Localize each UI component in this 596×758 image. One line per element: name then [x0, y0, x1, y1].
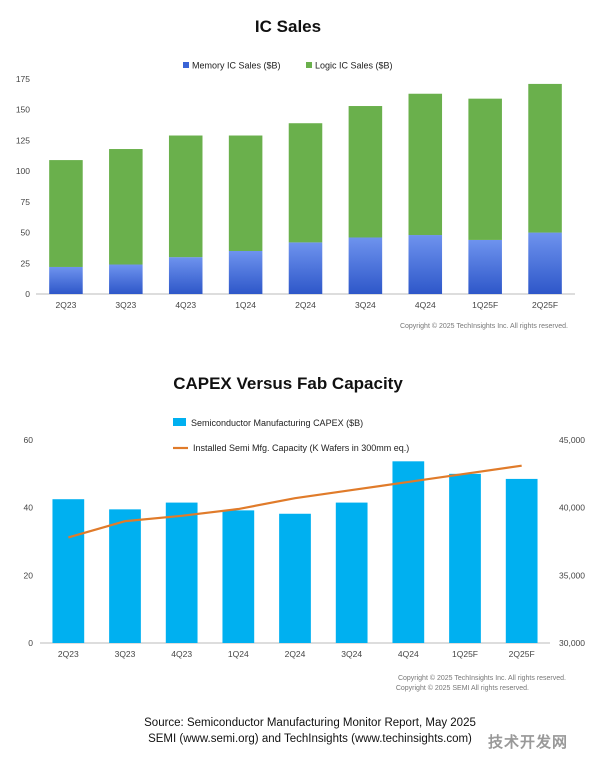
- chart1-x-tick-3Q24: 3Q24: [355, 300, 376, 310]
- chart1-y-tick-150: 150: [16, 105, 30, 115]
- chart1-y-tick-0: 0: [25, 289, 30, 299]
- chart1-bar-memory-4Q23: [168, 257, 203, 294]
- chart1-y-ticks: 0 25 50 75 100 125 150 175: [16, 74, 30, 299]
- chart1-y-tick-75: 75: [21, 197, 31, 207]
- chart2-x-tick-1Q24: 1Q24: [228, 649, 249, 659]
- chart1-bar-memory-2Q24: [288, 242, 323, 294]
- chart2-y-tick-right-45,000: 45,000: [559, 435, 585, 445]
- chart1-y-tick-50: 50: [21, 228, 31, 238]
- chart2-x-tick-2Q23: 2Q23: [58, 649, 79, 659]
- chart1-bars: [49, 83, 562, 294]
- chart1-x-tick-3Q23: 3Q23: [115, 300, 136, 310]
- chart2-title: CAPEX Versus Fab Capacity: [173, 374, 403, 393]
- chart2-x-tick-3Q24: 3Q24: [341, 649, 362, 659]
- chart2-legend-capex: Semiconductor Manufacturing CAPEX ($B): [191, 418, 363, 428]
- chart2-copyright-2: Copyright © 2025 SEMI All rights reserve…: [396, 684, 529, 692]
- chart1-bar-logic-2Q25F: [528, 83, 562, 233]
- chart1-bar-logic-4Q24: [408, 93, 443, 236]
- chart1-legend-logic: Logic IC Sales ($B): [315, 61, 393, 71]
- chart2-bars: [52, 461, 538, 643]
- chart2-y-tick-right-35,000: 35,000: [559, 570, 585, 580]
- chart2-legend-capacity: Installed Semi Mfg. Capacity (K Wafers i…: [193, 443, 409, 453]
- chart2-x-tick-2Q24: 2Q24: [285, 649, 306, 659]
- chart1-x-ticks: 2Q23 3Q23 4Q23 1Q24 2Q24 3Q24 4Q24 1Q25F 2Q25F: [56, 300, 559, 310]
- chart1-bar-memory-1Q25F: [468, 239, 502, 294]
- chart1-x-tick-2Q23: 2Q23: [56, 300, 77, 310]
- chart2-bar-capex-1Q24: [222, 510, 255, 643]
- chart1-x-tick-1Q25F: 1Q25F: [472, 300, 498, 310]
- chart2-y-tick-right-40,000: 40,000: [559, 503, 585, 513]
- source-line-2: SEMI (www.semi.org) and TechInsights (ww…: [148, 733, 472, 745]
- chart1-bar-logic-4Q23: [168, 135, 203, 258]
- chart2-bar-capex-4Q24: [392, 461, 425, 643]
- chart1-y-tick-100: 100: [16, 166, 30, 176]
- chart1-legend-swatch-logic: [306, 62, 312, 68]
- chart2-y-ticks-right: 30,000 35,000 40,000 45,000: [559, 435, 585, 648]
- chart2-y-tick-left-40: 40: [24, 503, 34, 513]
- chart1-bar-logic-3Q23: [109, 149, 143, 265]
- chart2-copyright-1: Copyright © 2025 TechInsights Inc. All r…: [398, 674, 566, 682]
- chart2-legend-swatch-capex: [173, 418, 186, 426]
- chart2-bar-capex-3Q23: [109, 509, 141, 643]
- chart1-title: IC Sales: [255, 17, 321, 36]
- chart1-bar-memory-3Q24: [348, 237, 383, 294]
- chart2-y-ticks-left: 0 20 40 60: [24, 435, 34, 648]
- chart1-legend: Memory IC Sales ($B) Logic IC Sales ($B): [183, 61, 393, 71]
- chart2-x-tick-4Q23: 4Q23: [171, 649, 192, 659]
- chart1-y-tick-125: 125: [16, 135, 30, 145]
- chart1-bar-memory-2Q23: [49, 266, 83, 294]
- chart2-bar-capex-2Q24: [279, 513, 311, 643]
- chart1-bar-memory-2Q25F: [528, 232, 562, 294]
- chart1-legend-swatch-memory: [183, 62, 189, 68]
- chart1-bar-memory-1Q24: [228, 251, 263, 294]
- chart1-legend-memory: Memory IC Sales ($B): [192, 61, 281, 71]
- chart1-x-tick-1Q24: 1Q24: [235, 300, 256, 310]
- chart2-bar-capex-3Q24: [335, 502, 368, 643]
- chart1-bar-memory-4Q24: [408, 235, 443, 294]
- chart2-legend: Semiconductor Manufacturing CAPEX ($B) I…: [173, 418, 409, 453]
- chart2-bar-capex-1Q25F: [449, 473, 481, 643]
- chart1-x-tick-2Q25F: 2Q25F: [532, 300, 558, 310]
- chart1-copyright: Copyright © 2025 TechInsights Inc. All r…: [400, 322, 568, 330]
- chart2-x-ticks: 2Q23 3Q23 4Q23 1Q24 2Q24 3Q24 4Q24 1Q25F 2Q25F: [58, 649, 535, 659]
- chart1-y-tick-175: 175: [16, 74, 30, 84]
- chart2-y-tick-left-0: 0: [28, 638, 33, 648]
- chart2-x-tick-4Q24: 4Q24: [398, 649, 419, 659]
- chart1-bar-logic-1Q24: [228, 135, 263, 251]
- chart2-x-tick-3Q23: 3Q23: [115, 649, 136, 659]
- chart2-x-tick-2Q25F: 2Q25F: [509, 649, 535, 659]
- chart1-y-tick-25: 25: [21, 258, 31, 268]
- chart1-bar-logic-3Q24: [348, 106, 383, 238]
- chart2-bar-capex-4Q23: [165, 502, 198, 643]
- chart2-y-tick-left-60: 60: [24, 435, 34, 445]
- chart2-bar-capex-2Q23: [52, 499, 85, 643]
- chart1-x-tick-2Q24: 2Q24: [295, 300, 316, 310]
- chart1-bar-logic-1Q25F: [468, 98, 502, 240]
- chart1-bar-memory-3Q23: [109, 264, 143, 294]
- source-line-1: Source: Semiconductor Manufacturing Moni…: [144, 717, 476, 729]
- chart1-bar-logic-2Q23: [49, 160, 83, 267]
- chart2-y-tick-left-20: 20: [24, 570, 34, 580]
- chart1-x-tick-4Q24: 4Q24: [415, 300, 436, 310]
- chart2-x-tick-1Q25F: 1Q25F: [452, 649, 478, 659]
- chart2-y-tick-right-30,000: 30,000: [559, 638, 585, 648]
- chart2-bar-capex-2Q25F: [505, 478, 538, 643]
- chart1-x-tick-4Q23: 4Q23: [175, 300, 196, 310]
- chart1-bar-logic-2Q24: [288, 123, 323, 243]
- chart2-capacity-line: [68, 464, 522, 539]
- watermark-text: 技术开发网: [488, 733, 569, 751]
